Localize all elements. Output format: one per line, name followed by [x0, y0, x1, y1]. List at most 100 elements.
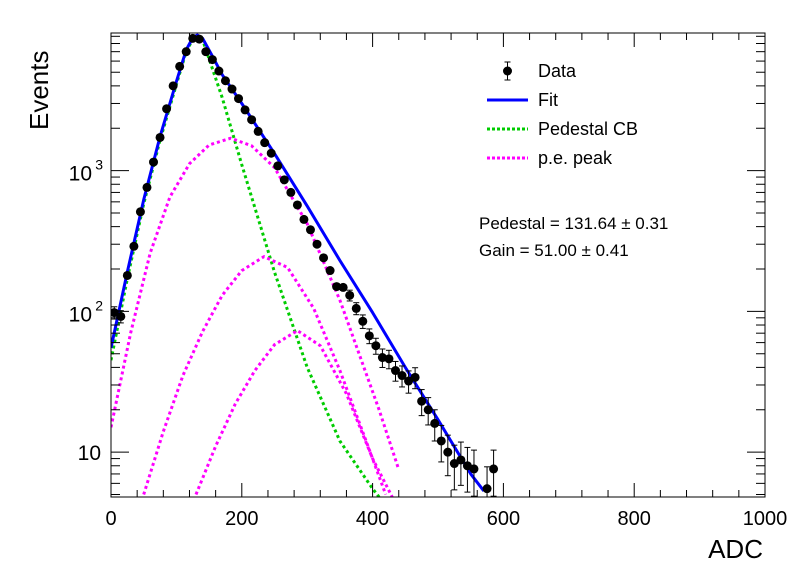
data-marker	[142, 182, 152, 192]
x-tick-label: 800	[618, 508, 651, 530]
data-marker	[116, 311, 126, 321]
data-marker	[443, 447, 453, 457]
data-marker	[390, 366, 400, 376]
legend-label: Data	[538, 61, 577, 81]
data-marker	[273, 161, 283, 171]
data-point	[142, 182, 152, 192]
data-marker	[129, 241, 139, 251]
data-marker	[397, 371, 407, 381]
data-point	[122, 270, 132, 280]
data-point	[443, 434, 453, 477]
x-tick-label: 200	[225, 508, 258, 530]
data-marker	[279, 175, 289, 185]
data-point	[207, 55, 217, 65]
data-marker	[149, 157, 159, 167]
data-point	[247, 115, 257, 125]
data-marker	[319, 253, 329, 263]
data-points	[111, 33, 499, 497]
data-marker	[305, 225, 315, 235]
data-marker	[299, 214, 309, 224]
data-point	[404, 370, 414, 394]
legend-item: Pedestal CB	[487, 119, 638, 139]
data-marker	[423, 405, 433, 415]
data-marker	[240, 105, 250, 115]
data-point	[201, 47, 211, 57]
y-tick-label: 10	[69, 163, 92, 186]
data-marker	[430, 418, 440, 428]
data-point	[168, 81, 178, 91]
data-point	[273, 161, 283, 171]
data-marker	[436, 436, 446, 446]
data-point	[299, 214, 309, 224]
data-point	[482, 466, 492, 497]
data-marker	[384, 354, 394, 364]
data-point	[253, 126, 263, 136]
legend-label: Pedestal CB	[538, 119, 638, 139]
y-tick-label: 10	[69, 303, 92, 326]
data-marker	[181, 47, 191, 57]
data-point	[319, 253, 329, 263]
data-point	[384, 349, 394, 370]
data-marker	[247, 115, 257, 125]
data-marker	[345, 290, 355, 300]
legend-item: Fit	[487, 90, 558, 110]
data-marker	[456, 455, 466, 465]
x-tick-label: 400	[356, 508, 389, 530]
y-axis-label: Events	[24, 51, 54, 131]
data-point	[358, 314, 368, 329]
data-marker	[410, 372, 420, 382]
data-marker	[168, 81, 178, 91]
data-point	[390, 360, 400, 382]
data-point	[430, 409, 440, 442]
data-marker	[234, 94, 244, 104]
data-marker	[135, 207, 145, 217]
data-point	[194, 34, 204, 44]
data-marker	[404, 376, 414, 386]
data-point	[234, 94, 244, 104]
legend-item: p.e. peak	[487, 148, 613, 168]
data-marker	[364, 331, 374, 341]
data-marker	[122, 270, 132, 280]
data-marker	[358, 316, 368, 326]
legend-marker	[503, 66, 512, 76]
y-tick-exponent: 2	[95, 297, 103, 313]
data-marker	[417, 396, 427, 406]
data-point	[181, 47, 191, 57]
data-point	[129, 241, 139, 251]
data-marker	[489, 464, 499, 474]
data-point	[149, 157, 159, 167]
data-point	[214, 66, 224, 76]
data-marker	[175, 61, 185, 71]
data-point	[305, 225, 315, 235]
legend-label: Fit	[538, 90, 558, 110]
data-point	[332, 282, 342, 292]
data-point	[489, 449, 499, 497]
x-tick-label: 0	[105, 508, 116, 530]
series-line-fit	[111, 33, 485, 492]
data-marker	[188, 33, 198, 43]
data-point	[135, 207, 145, 217]
data-point	[456, 441, 466, 486]
y-tick-label: 10	[78, 442, 101, 465]
x-axis-label: ADC	[708, 534, 763, 564]
data-point	[371, 337, 381, 355]
series-line-p-e-peak	[142, 255, 388, 496]
data-point	[417, 389, 427, 417]
data-point	[312, 239, 322, 249]
data-point	[345, 289, 355, 302]
pedestal-annotation: Pedestal = 131.64 ± 0.31	[479, 214, 668, 233]
data-marker	[227, 84, 237, 94]
data-point	[220, 76, 230, 86]
data-point	[325, 266, 335, 276]
data-marker	[155, 132, 165, 142]
data-marker	[332, 282, 342, 292]
data-marker	[201, 47, 211, 57]
data-marker	[162, 104, 172, 114]
legend-label: p.e. peak	[538, 148, 613, 168]
data-point	[423, 397, 433, 426]
data-marker	[351, 303, 361, 313]
data-point	[188, 33, 198, 43]
data-point	[175, 61, 185, 71]
x-tick-label: 600	[487, 508, 520, 530]
data-point	[260, 138, 270, 148]
